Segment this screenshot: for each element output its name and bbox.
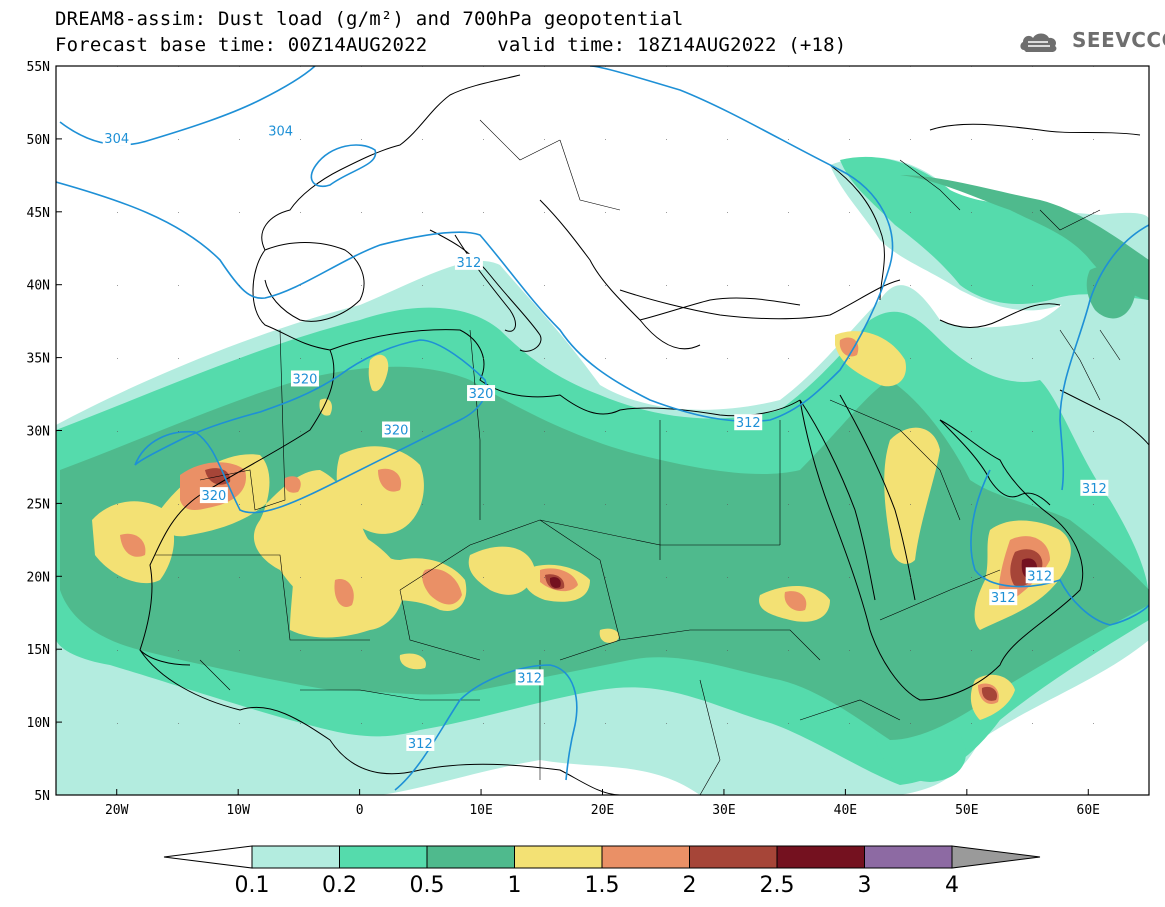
contour-label-bg — [734, 414, 763, 431]
lat-label: 45N — [27, 206, 50, 221]
lat-label: 20N — [27, 570, 50, 585]
map-title: DREAM8-assim: Dust load (g/m²) and 700hP… — [55, 8, 684, 30]
contour-label: 304 — [268, 125, 293, 140]
lon-label: 20W — [105, 803, 129, 818]
lat-label: 40N — [27, 279, 50, 294]
contour-label: 312 — [517, 671, 542, 686]
lon-label: 60E — [1077, 803, 1100, 818]
lon-label: 10E — [469, 803, 492, 818]
lon-label: 30E — [712, 803, 735, 818]
contour-label: 312 — [408, 737, 433, 752]
contour-label: 312 — [736, 416, 761, 431]
lon-label: 0 — [356, 803, 364, 818]
lon-label: 20E — [591, 803, 614, 818]
contour-label: 304 — [104, 132, 129, 147]
contour-label: 320 — [384, 424, 409, 439]
contour-label-bg — [290, 370, 319, 387]
map-subtitle: Forecast base time: 00Z14AUG2022 valid t… — [55, 34, 847, 56]
contour-label-bg — [467, 385, 496, 402]
contour-label: 312 — [1082, 482, 1107, 497]
lon-label: 40E — [834, 803, 857, 818]
contour-label: 312 — [456, 256, 481, 271]
contour-label: 312 — [991, 591, 1016, 606]
contour-label: 312 — [1027, 569, 1052, 584]
contour-label: 320 — [293, 372, 318, 387]
contour-label-bg — [1025, 567, 1054, 584]
map-body — [56, 66, 1149, 795]
seevccc-logo-text: SEEVCCC — [1072, 28, 1165, 52]
contour-label-bg — [382, 421, 411, 438]
contour-label: 320 — [201, 489, 226, 504]
lat-label: 25N — [27, 497, 50, 512]
lat-label: 30N — [27, 425, 50, 440]
contour-label-bg — [406, 734, 435, 751]
contour-label-bg — [102, 129, 131, 146]
lat-label: 10N — [27, 716, 50, 731]
contour-label: 320 — [469, 387, 494, 402]
lon-label: 10W — [226, 803, 250, 818]
lon-label: 50E — [955, 803, 978, 818]
grid-dots — [56, 66, 1149, 795]
contour-label-bg — [266, 122, 295, 139]
contour-label-bg — [1080, 479, 1109, 496]
contour-label-bg — [515, 669, 544, 686]
contour-label-bg — [989, 589, 1018, 606]
latitude-labels: 55N 50N 45N 40N 35N 30N 25N 20N 15N 10N 5N — [27, 60, 50, 804]
contour-label-bg — [199, 487, 228, 504]
cloud-logo-icon — [1020, 33, 1057, 52]
lat-label: 50N — [27, 133, 50, 148]
contour-label-bg — [454, 253, 483, 270]
lat-label: 55N — [27, 60, 50, 75]
longitude-labels: 20W 10W 0 10E 20E 30E 40E 50E 60E — [105, 803, 1100, 818]
lat-label: 35N — [27, 352, 50, 367]
lat-label: 15N — [27, 643, 50, 658]
axis-ticks — [56, 65, 1089, 796]
lat-label: 5N — [34, 789, 50, 804]
contour-labels: 304 304 312 320 320 320 320 312 312 312 312 312 312 — [102, 122, 1109, 752]
